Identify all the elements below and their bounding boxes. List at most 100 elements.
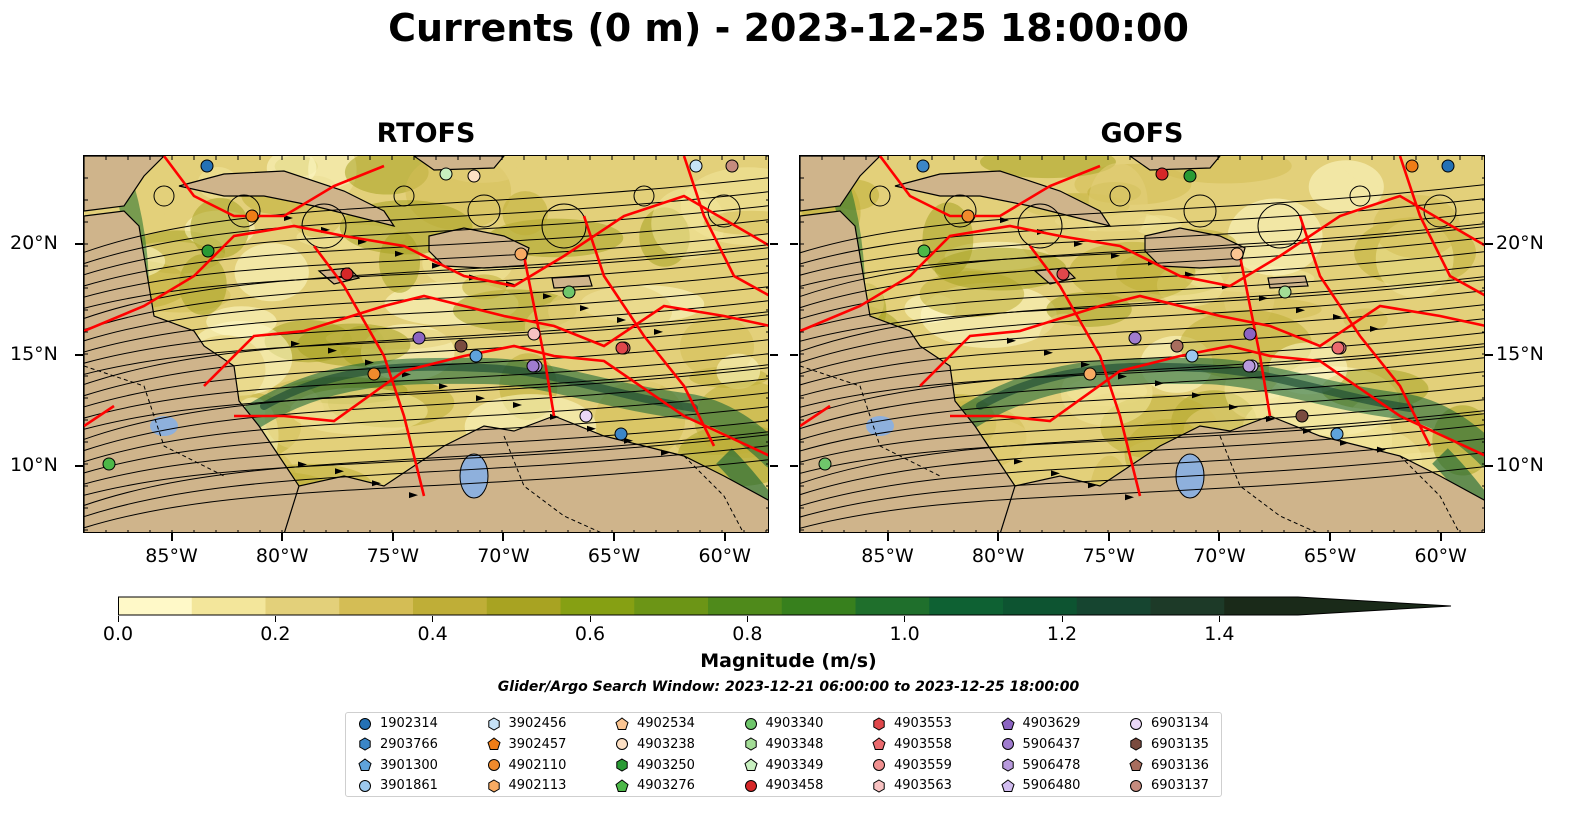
yucatan bbox=[84, 156, 165, 212]
colorbar-tick-mark bbox=[589, 616, 591, 622]
pentagon-marker-icon bbox=[1000, 779, 1015, 792]
float-marker-4902110 bbox=[367, 367, 381, 381]
float-marker-3901861 bbox=[1185, 349, 1199, 363]
colorbar bbox=[118, 596, 1453, 616]
float-marker-4903250 bbox=[1183, 169, 1197, 183]
pentagon-marker-icon bbox=[358, 758, 372, 772]
circle-marker-icon bbox=[1130, 717, 1142, 730]
map-1-svg bbox=[800, 156, 1484, 532]
x-tick-mark bbox=[997, 533, 1000, 541]
x-tick-label: 85°W bbox=[145, 545, 198, 567]
circle-marker-icon bbox=[873, 759, 885, 772]
colorbar-tick-mark bbox=[746, 616, 748, 622]
x-tick-mark bbox=[613, 533, 616, 541]
float-marker-4903458 bbox=[340, 267, 354, 281]
colorbar-segment bbox=[118, 597, 193, 615]
legend-entry: 4903250 bbox=[615, 756, 695, 776]
lake-maracaibo bbox=[459, 453, 489, 499]
float-marker-4903558 bbox=[1331, 341, 1345, 355]
circle-marker-icon bbox=[1001, 738, 1014, 751]
float-marker-4903629 bbox=[1243, 327, 1257, 341]
y-tick-label-right: 15°N bbox=[1496, 343, 1544, 366]
legend-entry: 5906478 bbox=[1001, 756, 1081, 776]
y-tick-mark-inner bbox=[770, 242, 778, 245]
hexagon-marker-icon bbox=[1130, 737, 1142, 751]
float-marker-4903276 bbox=[102, 457, 116, 471]
gofs-map-panel bbox=[799, 155, 1485, 533]
south-america bbox=[999, 415, 1484, 532]
float-marker-4903348 bbox=[1278, 285, 1292, 299]
circle-marker-icon bbox=[744, 717, 757, 730]
legend-entry: 4903340 bbox=[744, 714, 823, 734]
x-tick-label: 70°W bbox=[1193, 545, 1246, 567]
colorbar-tick-label: 1.2 bbox=[1046, 623, 1078, 645]
x-tick-mark bbox=[502, 533, 505, 541]
colorbar-extend-arrow bbox=[1298, 597, 1451, 615]
panel-title-gofs: GOFS bbox=[1100, 118, 1184, 149]
colorbar-segment bbox=[339, 597, 414, 615]
legend-label: 2903766 bbox=[380, 736, 438, 752]
float-marker-3902456 bbox=[689, 159, 703, 173]
float-marker-4903276 bbox=[917, 244, 931, 258]
country-borders bbox=[800, 365, 1460, 532]
circle-marker-icon bbox=[1130, 779, 1142, 792]
colorbar-tick-mark bbox=[1218, 616, 1220, 622]
legend-label: 6903135 bbox=[1151, 736, 1209, 752]
float-marker-4902113 bbox=[1083, 367, 1097, 381]
colorbar-tick-mark bbox=[904, 616, 906, 622]
colorbar-segment bbox=[1150, 597, 1225, 615]
colorbar-tick-mark bbox=[432, 616, 434, 622]
hispaniola bbox=[1144, 227, 1246, 269]
y-tick-mark bbox=[75, 354, 83, 357]
y-tick-label-left: 20°N bbox=[10, 231, 58, 254]
float-marker-3902457 bbox=[1405, 159, 1419, 173]
colorbar-segment bbox=[486, 597, 561, 615]
float-marker-2903766 bbox=[614, 427, 628, 441]
circle-marker-icon bbox=[359, 779, 371, 792]
float-marker-2903766 bbox=[916, 159, 930, 173]
float-marker-4903340 bbox=[562, 285, 576, 299]
float-marker-4903340 bbox=[818, 457, 832, 471]
x-tick-label: 75°W bbox=[366, 545, 420, 567]
legend-entry: 4903563 bbox=[872, 776, 952, 796]
colorbar-tick-label: 0.2 bbox=[260, 623, 291, 645]
float-marker-4903250 bbox=[201, 244, 215, 258]
float-marker-4903563 bbox=[527, 327, 541, 341]
pentagon-marker-icon bbox=[1129, 758, 1143, 772]
colorbar-tick-label: 1.4 bbox=[1204, 623, 1235, 645]
south-america bbox=[283, 415, 768, 532]
legend-label: 4903563 bbox=[894, 778, 952, 794]
legend-entry: 4903458 bbox=[744, 776, 824, 796]
x-tick-label: 65°W bbox=[587, 545, 641, 567]
legend-label: 4903458 bbox=[765, 778, 824, 794]
legend-entry: 6903137 bbox=[1129, 776, 1209, 796]
y-tick-mark bbox=[1485, 242, 1493, 245]
hexagon-marker-icon bbox=[487, 716, 500, 731]
x-tick-label: 65°W bbox=[1303, 545, 1357, 567]
rtofs-map-panel bbox=[83, 155, 769, 533]
x-tick-mark bbox=[281, 533, 284, 541]
float-marker-4902110 bbox=[961, 209, 975, 223]
legend-label: 5906478 bbox=[1022, 757, 1081, 773]
guiana-current bbox=[716, 448, 768, 523]
colorbar-segment bbox=[560, 597, 635, 615]
legend-entry: 4903558 bbox=[872, 735, 952, 755]
float-marker-5906437 bbox=[1128, 331, 1142, 345]
x-tick-mark bbox=[723, 533, 726, 541]
pentagon-marker-icon bbox=[486, 737, 501, 751]
hexagon-marker-icon bbox=[359, 737, 371, 751]
legend-label: 4903559 bbox=[894, 757, 952, 773]
legend-label: 3901300 bbox=[380, 757, 438, 773]
legend-entry: 5906480 bbox=[1000, 776, 1080, 796]
float-markers bbox=[102, 159, 739, 471]
legend-entry: 3901861 bbox=[358, 776, 438, 796]
y-tick-mark bbox=[75, 465, 83, 468]
x-tick-label: 85°W bbox=[861, 545, 914, 567]
colorbar-tick-label: 1.0 bbox=[889, 623, 920, 645]
eez-boundaries bbox=[84, 156, 768, 497]
legend-label: 4903629 bbox=[1022, 716, 1081, 731]
legend-label: 3902456 bbox=[508, 716, 567, 731]
y-tick-mark-inner bbox=[790, 465, 798, 468]
pentagon-marker-icon bbox=[615, 779, 629, 792]
circle-marker-icon bbox=[487, 759, 500, 772]
